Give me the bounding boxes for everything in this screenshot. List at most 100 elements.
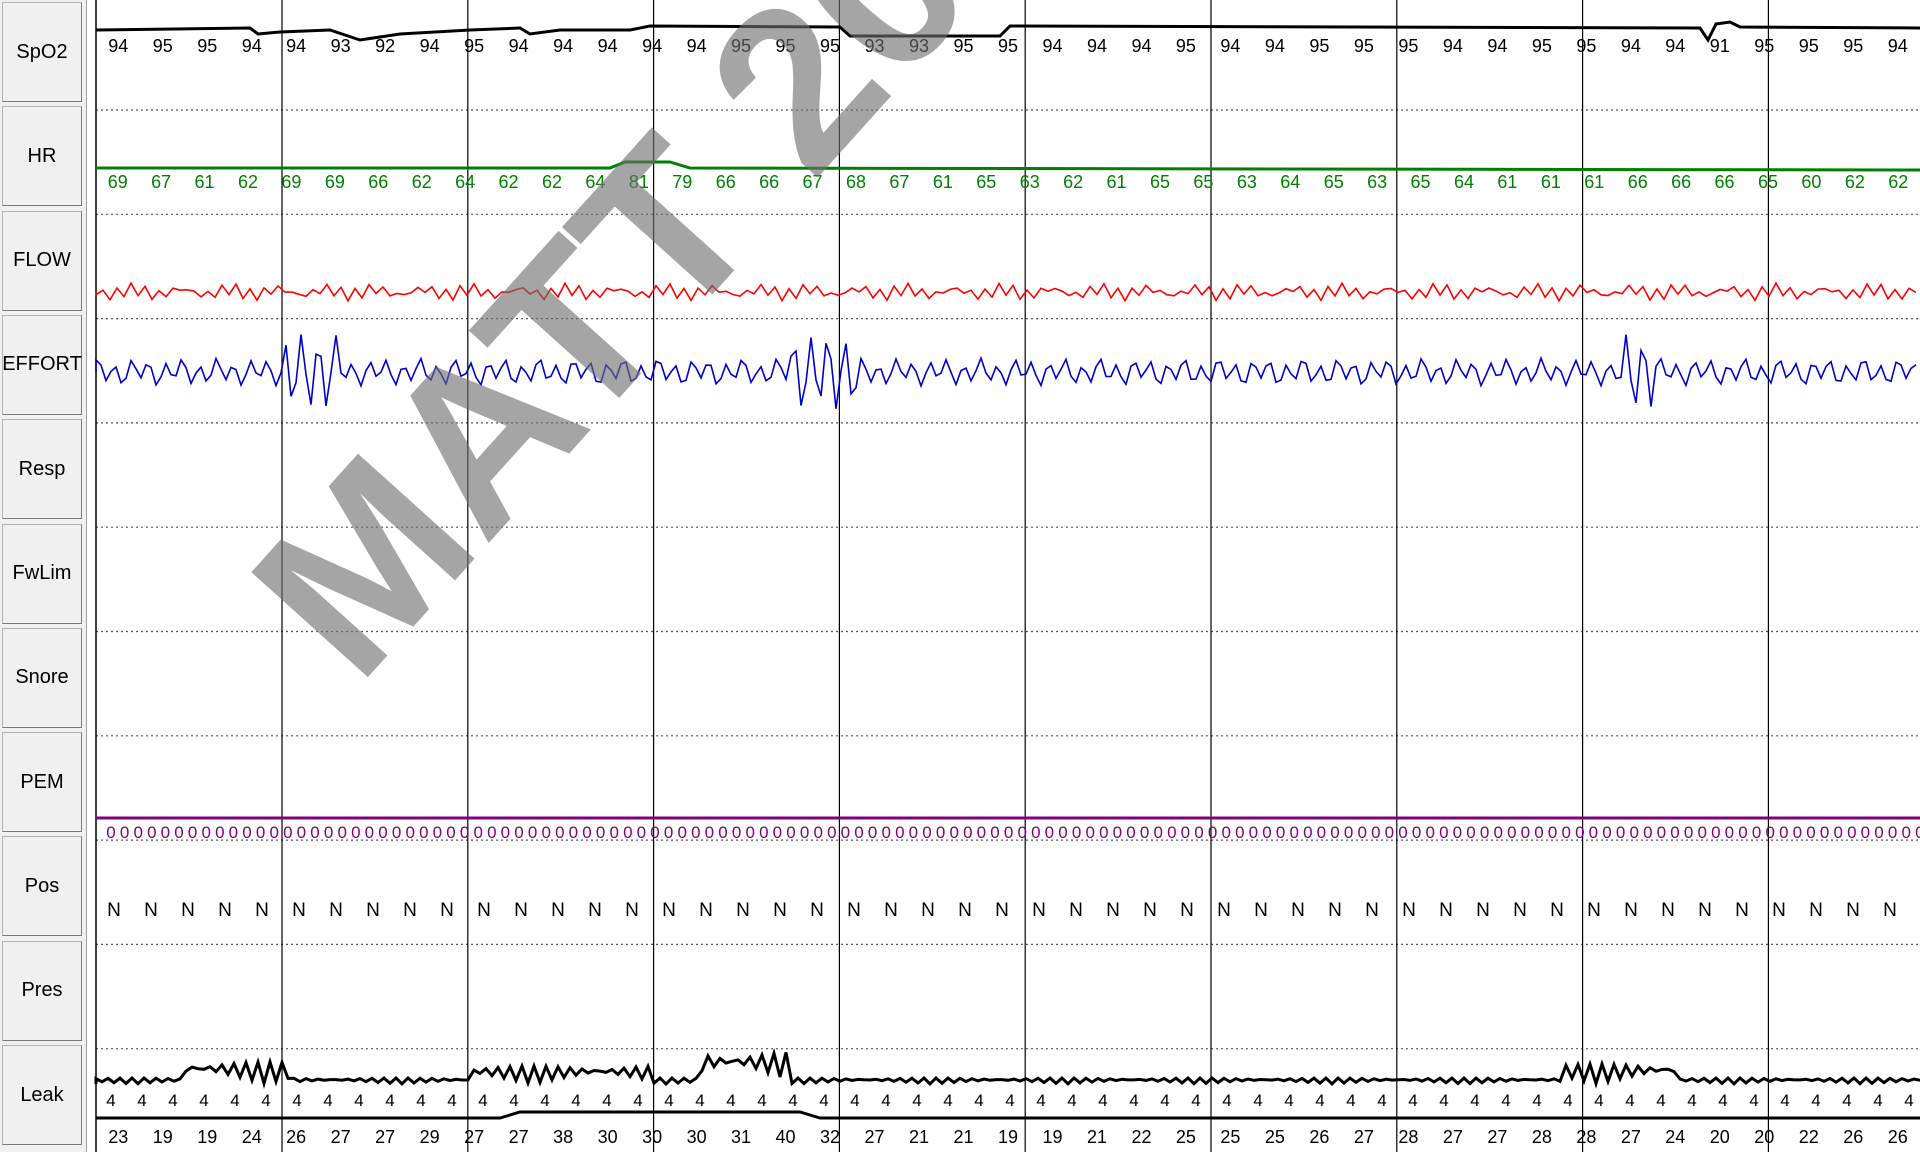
channel-button-snore[interactable]: Snore	[2, 627, 82, 728]
leak-lower-value: 27	[1487, 1127, 1507, 1147]
leak-lower-value: 27	[464, 1127, 484, 1147]
hr-value: 63	[1237, 172, 1257, 192]
hr-trace	[96, 160, 1920, 172]
pos-value: N	[144, 900, 158, 921]
channel-button-spo2[interactable]: SpO2	[2, 2, 82, 102]
leak-value: 4	[416, 1091, 425, 1110]
channel-button-pres[interactable]: Pres	[2, 940, 82, 1041]
pem-value: 0	[1194, 823, 1203, 842]
hr-value: 67	[889, 172, 909, 192]
pem-value: 0	[1085, 823, 1094, 842]
pem-value: 0	[596, 823, 605, 842]
pos-value: N	[1254, 900, 1268, 921]
channel-button-flow[interactable]: FLOW	[2, 210, 82, 311]
pos-value: N	[1698, 900, 1712, 921]
pem-value: 0	[1317, 823, 1326, 842]
pem-value: 0	[161, 823, 170, 842]
pos-value: N	[1550, 900, 1564, 921]
pem-value: 0	[691, 823, 700, 842]
leak-value: 4	[1129, 1091, 1138, 1110]
spo2-value: 94	[1265, 36, 1285, 56]
pem-value: 0	[1793, 823, 1802, 842]
leak-lower-value: 27	[375, 1127, 395, 1147]
flow-trace	[95, 281, 1917, 303]
pem-value: 0	[1548, 823, 1557, 842]
pem-value: 0	[392, 823, 401, 842]
pos-value: N	[1328, 900, 1342, 921]
pos-value: N	[329, 900, 343, 921]
pos-value: N	[440, 900, 454, 921]
leak-value: 4	[478, 1091, 487, 1110]
leak-value: 4	[1780, 1091, 1789, 1110]
pem-value: 0	[1820, 823, 1829, 842]
pem-value: 0	[990, 823, 999, 842]
pem-value: 0	[1208, 823, 1217, 842]
pem-value: 0	[745, 823, 754, 842]
pem-value: 0	[1589, 823, 1598, 842]
leak-lower-value: 26	[1309, 1127, 1329, 1147]
channel-button-effort[interactable]: EFFORT	[2, 314, 82, 415]
hr-value: 62	[1845, 172, 1865, 192]
pos-value: N	[810, 900, 824, 921]
pos-value: N	[514, 900, 528, 921]
pem-value: 0	[1262, 823, 1271, 842]
spo2-value: 95	[464, 36, 484, 56]
pem-value: 0	[705, 823, 714, 842]
leak-value: 4	[447, 1091, 456, 1110]
leak-lower-value: 28	[1576, 1127, 1596, 1147]
leak-value: 4	[1253, 1091, 1262, 1110]
hr-value: 66	[368, 172, 388, 192]
leak-trace	[94, 1047, 1920, 1089]
pem-value: 0	[881, 823, 890, 842]
pem-value: 0	[1670, 823, 1679, 842]
leak-value: 4	[850, 1091, 859, 1110]
channel-button-fwlim[interactable]: FwLim	[2, 523, 82, 624]
spo2-value: 94	[642, 36, 662, 56]
pem-value: 0	[365, 823, 374, 842]
pem-value: 0	[174, 823, 183, 842]
channel-button-hr[interactable]: HR	[2, 106, 82, 207]
spo2-value: 94	[108, 36, 128, 56]
pem-value: 0	[188, 823, 197, 842]
spo2-value: 94	[509, 36, 529, 56]
leak-lower-value: 22	[1799, 1127, 1819, 1147]
leak-lower-value: 31	[731, 1127, 751, 1147]
spo2-value: 95	[197, 36, 217, 56]
pem-value: 0	[229, 823, 238, 842]
leak-value: 4	[726, 1091, 735, 1110]
pem-value: 0	[1330, 823, 1339, 842]
pem-value: 0	[1058, 823, 1067, 842]
spo2-value: 94	[687, 36, 707, 56]
spo2-value: 95	[153, 36, 173, 56]
pem-value: 0	[487, 823, 496, 842]
pem-value: 0	[1915, 823, 1920, 842]
spo2-value: 95	[1843, 36, 1863, 56]
pem-value: 0	[541, 823, 550, 842]
pem-value: 0	[963, 823, 972, 842]
hr-value: 67	[151, 172, 171, 192]
leak-value: 4	[199, 1091, 208, 1110]
hr-value: 62	[1888, 172, 1908, 192]
pos-value: N	[551, 900, 565, 921]
hr-value: 66	[716, 172, 736, 192]
channel-button-resp[interactable]: Resp	[2, 419, 82, 520]
spo2-value: 94	[1131, 36, 1151, 56]
pem-value: 0	[1874, 823, 1883, 842]
spo2-value: 95	[953, 36, 973, 56]
pem-value: 0	[1561, 823, 1570, 842]
pos-value: N	[1180, 900, 1194, 921]
hr-value: 61	[1497, 172, 1517, 192]
channel-button-pem[interactable]: PEM	[2, 732, 82, 833]
pem-value: 0	[351, 823, 360, 842]
spo2-value: 95	[1754, 36, 1774, 56]
channel-button-pos[interactable]: Pos	[2, 836, 82, 937]
channel-button-leak[interactable]: Leak	[2, 1045, 82, 1145]
pos-value: N	[884, 900, 898, 921]
leak-value: 4	[1873, 1091, 1882, 1110]
leak-value: 4	[137, 1091, 146, 1110]
hr-value: 60	[1801, 172, 1821, 192]
spo2-value: 94	[1042, 36, 1062, 56]
leak-lower-value: 30	[598, 1127, 618, 1147]
leak-value: 4	[1532, 1091, 1541, 1110]
